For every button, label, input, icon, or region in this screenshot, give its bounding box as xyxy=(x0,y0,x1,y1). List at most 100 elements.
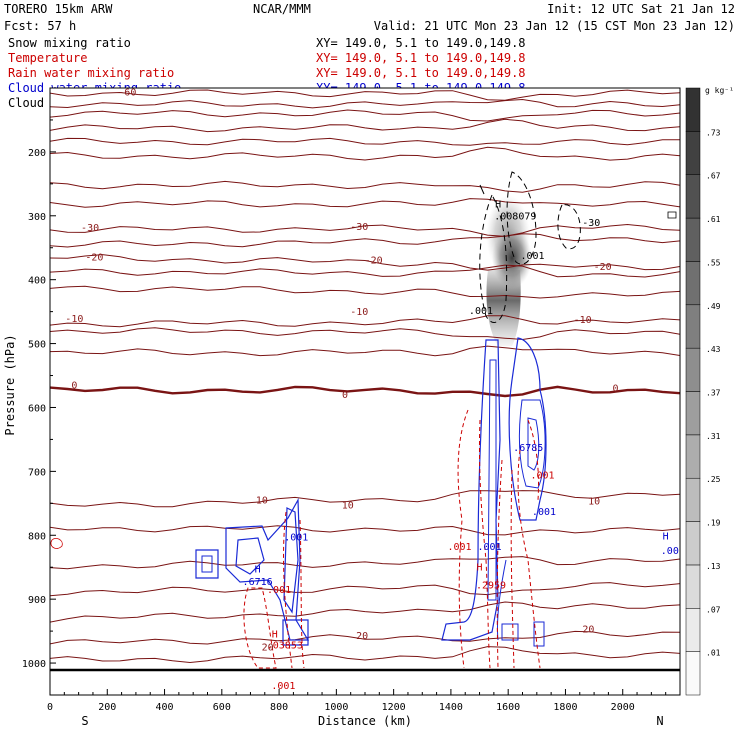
colorbar-swatch-13 xyxy=(685,87,701,132)
contour-label-0: -60 xyxy=(118,88,136,99)
contour-label-9: -10 xyxy=(574,315,592,326)
colorbar-label-5: .31 xyxy=(706,432,721,441)
init-time: Init: 12 UTC Sat 21 Jan 12 xyxy=(547,2,735,16)
contour-label-17: 20 xyxy=(356,631,368,642)
x-tick-label-3: 600 xyxy=(213,702,231,713)
contour-label-16: 20 xyxy=(262,642,274,653)
colorbar-label-12: .73 xyxy=(706,128,721,137)
contour-10 xyxy=(508,337,547,521)
contour-17 xyxy=(478,419,491,669)
contour-label-25: .001 xyxy=(532,507,556,518)
x-end-south: S xyxy=(81,714,88,728)
temperature-isotherms xyxy=(50,89,680,664)
y-tick-label-5: 700 xyxy=(28,467,46,478)
contour-13 xyxy=(533,621,545,647)
y-tick-label-8: 1000 xyxy=(22,659,46,670)
colorbar-swatch-9 xyxy=(685,261,701,306)
isotherm-2 xyxy=(50,109,680,122)
contour-label-7: -10 xyxy=(65,314,83,325)
x-axis: 0 200 400 600 800 1000 1200 1400 1600 1800 2000 xyxy=(47,689,681,713)
isotherm-5 xyxy=(50,146,680,161)
colorbar-label-2: .13 xyxy=(706,562,721,571)
colorbar-swatch-4 xyxy=(685,477,701,522)
contour-label-19: H xyxy=(495,199,501,210)
x-tick-label-10: 2000 xyxy=(611,702,635,713)
y-tick-label-1: 300 xyxy=(28,212,46,223)
plot-layers: -60 -30 -30 -30 -20 -20 -20 -10 -10 -10 0 0 0 10 10 10 2… xyxy=(50,88,680,692)
isotherm-15 xyxy=(50,345,680,357)
contour-label-11: 0 xyxy=(342,390,348,401)
contour-label-37: H xyxy=(663,532,669,543)
contour-8 xyxy=(441,339,501,641)
contour-24 xyxy=(557,204,581,250)
contour-label-4: -20 xyxy=(85,253,103,264)
contour-label-13: 10 xyxy=(256,495,268,506)
contour-26 xyxy=(667,211,677,219)
isotherm-13 xyxy=(50,315,680,328)
legend-xy-2: XY= 149.0, 5.1 to 149.0,149.8 xyxy=(316,66,526,80)
colorbar-label-3: .19 xyxy=(706,519,721,528)
y-tick-label-2: 400 xyxy=(28,276,46,287)
contour-label-23: .6785 xyxy=(513,443,543,454)
contour-label-27: H xyxy=(255,564,261,575)
y-tick-label-3: 500 xyxy=(28,340,46,351)
colorbar-swatch-10 xyxy=(685,217,701,262)
contour-label-32: H xyxy=(477,562,483,573)
legend-name-2: Rain water mixing ratio xyxy=(8,66,174,80)
x-axis-label: Distance (km) xyxy=(318,714,412,728)
contour-label-35: .03853 xyxy=(267,640,303,651)
model-title: TORERO 15km ARW xyxy=(4,2,113,16)
colorbar-label-0: .01 xyxy=(706,649,721,658)
contour-20 xyxy=(510,469,515,669)
colorbar-swatch-5 xyxy=(685,434,701,479)
x-tick-label-9: 1800 xyxy=(553,702,577,713)
y-tick-label-4: 600 xyxy=(28,403,46,414)
contour-label-8: -10 xyxy=(350,307,368,318)
x-tick-label-8: 1600 xyxy=(496,702,520,713)
colorbar-label-4: .25 xyxy=(706,475,721,484)
contour-11 xyxy=(518,399,546,489)
isotherm-22 xyxy=(50,630,680,645)
contour-label-31: .001 xyxy=(478,542,502,553)
x-tick-label-6: 1200 xyxy=(382,702,406,713)
isotherm-16 xyxy=(50,385,680,398)
mixing-ratio-contours xyxy=(50,171,677,669)
colorbar-unit: g kg⁻¹ xyxy=(705,86,734,95)
contour-label-20: .008079 xyxy=(494,212,536,223)
contour-label-22: .001 xyxy=(469,306,493,317)
contour-25 xyxy=(479,184,485,195)
valid-time: Valid: 21 UTC Mon 23 Jan 12 (15 CST Mon … xyxy=(374,19,735,33)
isotherm-19 xyxy=(50,556,680,570)
contour-label-29: .001 xyxy=(267,585,291,596)
contour-12 xyxy=(527,417,540,471)
y-axis: 200 300 400 500 600 700 800 900 1000 xyxy=(22,87,56,696)
isotherm-4 xyxy=(50,137,680,146)
contour-label-30: .001 xyxy=(447,542,471,553)
contour-2 xyxy=(283,507,299,614)
contour-21 xyxy=(527,419,539,501)
colorbar-label-9: .55 xyxy=(706,258,721,267)
legend-xy-1: XY= 149.0, 5.1 to 149.0,149.8 xyxy=(316,51,526,65)
contour-18 xyxy=(517,449,541,669)
x-tick-label-2: 400 xyxy=(156,702,174,713)
y-tick-label-7: 900 xyxy=(28,595,46,606)
contour-23 xyxy=(506,171,537,265)
contour-label-3: -30 xyxy=(582,218,600,229)
colorbar-swatch-6 xyxy=(685,391,701,436)
contour-0 xyxy=(225,497,310,641)
contour-label-24: .001 xyxy=(530,470,554,481)
colorbar-swatch-12 xyxy=(685,131,701,175)
contour-label-33: .2959 xyxy=(476,580,506,591)
contour-label-36: .001 xyxy=(271,681,295,692)
contour-label-34: H xyxy=(272,629,278,640)
contour-label-18: 20 xyxy=(582,624,594,635)
colorbar-label-6: .37 xyxy=(706,389,721,398)
contour-3 xyxy=(195,549,219,579)
x-end-north: N xyxy=(656,714,663,728)
contour-label-2: -30 xyxy=(350,222,368,233)
isotherm-1 xyxy=(50,98,680,109)
isotherm-0 xyxy=(50,89,680,101)
snow-shade-plume xyxy=(486,270,521,346)
contour-27 xyxy=(50,538,63,549)
contour-19 xyxy=(496,459,503,669)
